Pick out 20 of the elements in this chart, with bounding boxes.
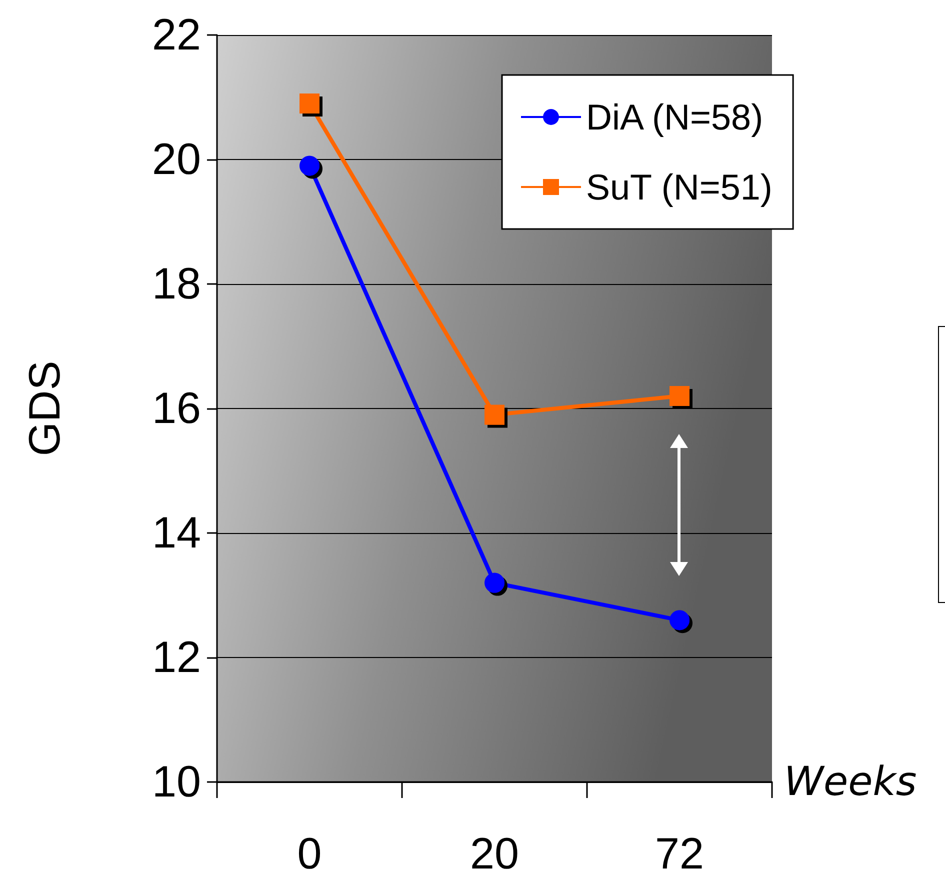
x-tick-label: 72 — [655, 830, 704, 878]
legend-label: SuT (N=51) — [586, 166, 772, 208]
y-axis-title: GDS — [20, 360, 70, 456]
y-tick-label: 12 — [152, 633, 201, 682]
point — [300, 93, 320, 114]
point — [300, 156, 320, 176]
y-tick-label: 14 — [152, 508, 201, 558]
y-tick-label: 22 — [152, 10, 201, 60]
x-tick-label: 0 — [297, 830, 322, 878]
point — [484, 404, 504, 425]
legend-label: DiA (N=58) — [586, 96, 764, 138]
x-tick-label: 20 — [470, 830, 519, 878]
point — [484, 572, 504, 593]
y-tick-label: 20 — [152, 135, 201, 184]
y-tick-label: 10 — [152, 758, 201, 806]
y-tick-label: 18 — [152, 260, 201, 308]
point — [670, 386, 690, 406]
x-axis-title: Weeks — [784, 759, 917, 805]
point — [670, 610, 690, 630]
y-tick-label: 16 — [152, 384, 201, 433]
